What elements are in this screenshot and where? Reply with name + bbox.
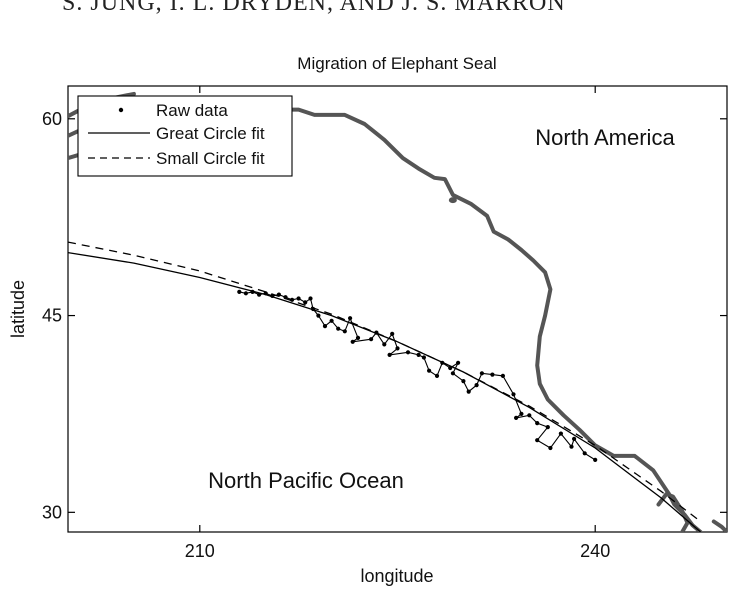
raw-data-point-18: [348, 316, 353, 321]
raw-data-point-10: [303, 300, 308, 305]
legend-marker-raw-data: [118, 107, 124, 113]
raw-data-point-53: [582, 451, 587, 456]
legend-label-raw-data: Raw data: [156, 101, 228, 120]
y-tick-label-45: 45: [42, 306, 62, 326]
raw-data-point-0: [237, 289, 242, 294]
raw-data-point-4: [263, 291, 268, 296]
raw-data-point-35: [450, 371, 455, 376]
island-0: [448, 197, 457, 204]
raw-data-point-41: [500, 373, 505, 378]
raw-data-point-51: [569, 444, 574, 449]
coastline-segment-3: [656, 492, 690, 532]
raw-data-point-20: [350, 339, 355, 344]
raw-data-point-30: [427, 368, 432, 373]
axis-ticks: 210 240 30 45 60: [42, 86, 727, 561]
y-tick-label-30: 30: [42, 502, 62, 522]
raw-data-point-26: [387, 352, 392, 357]
raw-data-point-43: [519, 411, 524, 416]
raw-data-point-2: [250, 289, 255, 294]
raw-data-point-9: [296, 296, 301, 301]
raw-data-layer: [237, 289, 598, 462]
raw-data-point-1: [243, 291, 248, 296]
great-circle-fit-line: [68, 251, 702, 532]
fit-curves-layer: [68, 241, 702, 532]
raw-data-point-7: [283, 295, 288, 300]
raw-data-point-25: [395, 346, 400, 351]
raw-data-point-27: [405, 350, 411, 355]
raw-data-point-21: [369, 337, 374, 342]
raw-data-point-40: [490, 372, 495, 377]
raw-data-point-29: [421, 355, 426, 360]
raw-data-point-12: [311, 306, 316, 312]
raw-data-point-14: [322, 324, 328, 329]
raw-data-point-3: [257, 292, 262, 297]
raw-data-track: [239, 291, 596, 461]
raw-data-point-33: [448, 365, 453, 371]
raw-data-point-8: [290, 297, 295, 302]
running-header-text: S. JUNG, I. L. DRYDEN, AND J. S. MARRON: [62, 0, 566, 14]
raw-data-point-46: [535, 421, 540, 426]
y-axis-label: latitude: [8, 280, 28, 338]
small-circle-fit-line: [68, 241, 701, 523]
coastline-segment-4: [711, 519, 727, 532]
annotation-north-america: North America: [535, 125, 675, 150]
raw-data-point-50: [558, 431, 564, 436]
raw-data-point-54: [593, 457, 598, 462]
y-tick-label-60: 60: [42, 109, 62, 129]
raw-data-point-37: [466, 389, 471, 394]
x-tick-label-240: 240: [580, 541, 610, 561]
raw-data-point-5: [270, 293, 275, 298]
raw-data-point-17: [342, 329, 347, 334]
raw-data-point-13: [316, 313, 321, 318]
legend-label-great-circle: Great Circle fit: [156, 124, 265, 143]
raw-data-point-24: [390, 331, 395, 336]
raw-data-point-16: [336, 326, 341, 331]
raw-data-point-11: [308, 296, 313, 301]
x-tick-label-210: 210: [185, 541, 215, 561]
legend-box: [77, 95, 293, 177]
raw-data-point-39: [479, 371, 484, 376]
raw-data-point-47: [545, 425, 550, 430]
x-axis-label: longitude: [360, 566, 433, 586]
running-header: S. JUNG, I. L. DRYDEN, AND J. S. MARRON: [0, 0, 742, 14]
raw-data-point-22: [374, 330, 379, 335]
legend: Raw data Great Circle fit Small Circle f…: [77, 95, 293, 177]
chart-title: Migration of Elephant Seal: [297, 54, 496, 73]
raw-data-point-45: [527, 413, 532, 418]
annotation-north-pacific-ocean: North Pacific Ocean: [208, 468, 404, 493]
raw-data-point-23: [382, 342, 387, 347]
raw-data-point-49: [548, 445, 553, 451]
raw-data-point-44: [514, 415, 519, 420]
raw-data-point-48: [535, 438, 540, 443]
raw-data-point-38: [474, 383, 479, 388]
raw-data-point-36: [461, 379, 466, 384]
raw-data-point-32: [440, 360, 445, 365]
raw-data-point-31: [434, 373, 440, 378]
legend-label-small-circle: Small Circle fit: [156, 149, 265, 168]
raw-data-point-52: [572, 436, 577, 441]
raw-data-point-34: [456, 360, 461, 365]
raw-data-point-19: [355, 335, 361, 340]
plot-area: [67, 85, 728, 533]
raw-data-point-28: [416, 352, 421, 357]
raw-data-point-15: [329, 318, 334, 323]
raw-data-point-42: [511, 392, 516, 397]
raw-data-point-6: [276, 292, 281, 297]
